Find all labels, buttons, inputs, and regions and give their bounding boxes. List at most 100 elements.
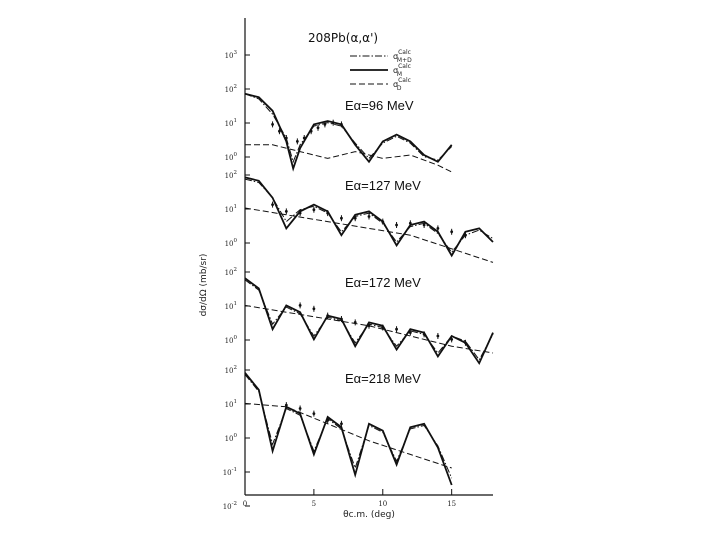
y-tick-label: 101 xyxy=(225,118,237,128)
y-tick-exponent: 0 xyxy=(234,152,238,158)
y-tick-exponent: 3 xyxy=(234,50,238,56)
y-tick-label: 100 xyxy=(225,152,238,162)
legend-sup: Calc xyxy=(398,77,411,84)
data-point xyxy=(284,403,288,407)
series-dashed-line xyxy=(244,402,452,469)
legend-entry: σCalc D xyxy=(393,77,411,92)
data-point xyxy=(312,412,316,415)
plot-axes: 0 5 10 15 xyxy=(243,18,493,508)
y-tick-exponent: 1 xyxy=(234,118,238,124)
legend-sub: D xyxy=(397,85,402,92)
data-point xyxy=(450,230,454,234)
series-solid-line xyxy=(244,277,494,366)
data-point xyxy=(323,123,327,126)
y-tick-label: 102 xyxy=(225,365,237,375)
data-point xyxy=(436,334,440,338)
data-point xyxy=(316,126,320,130)
data-point xyxy=(464,341,467,345)
y-tick-exponent: 2 xyxy=(234,365,238,371)
chart-title: 208Pb(α,α') xyxy=(308,31,378,45)
data-point xyxy=(295,140,299,143)
series-solid-line xyxy=(244,372,453,486)
series-dash-dot-line xyxy=(244,93,453,164)
data-point xyxy=(302,136,306,140)
data-point xyxy=(395,327,398,331)
y-tick-label: 100 xyxy=(225,433,238,443)
energy-label: Eα=218 MeV xyxy=(345,371,421,386)
legend-sup: Calc xyxy=(398,63,411,70)
y-tick-exponent: 1 xyxy=(234,301,238,307)
data-point xyxy=(340,317,343,321)
data-point xyxy=(408,221,412,225)
energy-label: Eα=96 MeV xyxy=(345,98,414,113)
x-axis-label: θc.m. (deg) xyxy=(343,510,395,520)
y-tick-label: 10-1 xyxy=(223,467,237,477)
y-tick-label: 100 xyxy=(225,335,238,345)
data-point xyxy=(367,215,371,218)
legend-sub: M xyxy=(397,71,402,78)
y-tick-label: 101 xyxy=(225,301,237,311)
data-point xyxy=(298,407,302,410)
data-point xyxy=(312,307,316,311)
y-tick-label: 100 xyxy=(225,238,238,248)
x-tick-label: 0 xyxy=(243,500,247,508)
data-point xyxy=(312,208,316,212)
data-point xyxy=(422,223,426,227)
data-point xyxy=(395,223,398,227)
y-tick-label: 102 xyxy=(225,84,237,94)
y-tick-exponent: 0 xyxy=(234,238,238,244)
y-tick-exponent: 1 xyxy=(234,399,238,405)
data-point xyxy=(464,233,467,237)
y-tick-exponent: -1 xyxy=(232,467,237,473)
y-axis-label: dσ/dΩ (mb/sr) xyxy=(199,254,209,317)
series-dashed-line xyxy=(245,144,452,173)
data-point xyxy=(331,121,335,125)
y-tick-label: 10-2 xyxy=(223,501,237,511)
data-point xyxy=(381,220,385,224)
data-point xyxy=(381,326,385,329)
legend-entry: σCalc M+D xyxy=(393,49,412,64)
data-point xyxy=(408,331,412,334)
y-tick-exponent: 1 xyxy=(234,204,238,210)
data-point xyxy=(298,304,302,307)
y-tick-exponent: 2 xyxy=(234,267,238,273)
data-point xyxy=(278,129,281,133)
series-solid-line xyxy=(244,176,494,258)
data-point xyxy=(326,211,330,215)
y-tick-exponent: 2 xyxy=(234,170,238,176)
y-tick-exponent: 2 xyxy=(234,84,238,90)
y-tick-label: 101 xyxy=(225,204,237,214)
data-point xyxy=(309,129,313,133)
y-tick-exponent: 0 xyxy=(234,433,238,439)
data-point xyxy=(284,210,288,213)
series-dash-dot-line xyxy=(244,178,494,254)
data-point xyxy=(326,314,330,317)
data-point xyxy=(298,211,302,215)
x-tick-label: 15 xyxy=(447,500,456,508)
data-point xyxy=(340,422,343,426)
data-point xyxy=(353,321,357,324)
data-point xyxy=(367,324,371,328)
data-point xyxy=(340,216,343,220)
data-point xyxy=(340,123,343,126)
data-point xyxy=(353,216,357,220)
series-dashed-line xyxy=(244,304,494,354)
y-tick-label: 103 xyxy=(225,50,238,60)
data-point xyxy=(436,227,440,230)
legend-sub: M+D xyxy=(397,57,412,64)
data-point xyxy=(271,203,274,207)
legend-sup: Calc xyxy=(398,49,411,56)
data-point xyxy=(450,338,454,341)
y-tick-exponent: -2 xyxy=(232,501,237,507)
x-tick-label: 10 xyxy=(378,500,387,508)
y-tick-label: 102 xyxy=(225,170,237,180)
series-dashed-line xyxy=(244,207,494,263)
y-tick-label: 102 xyxy=(225,267,237,277)
